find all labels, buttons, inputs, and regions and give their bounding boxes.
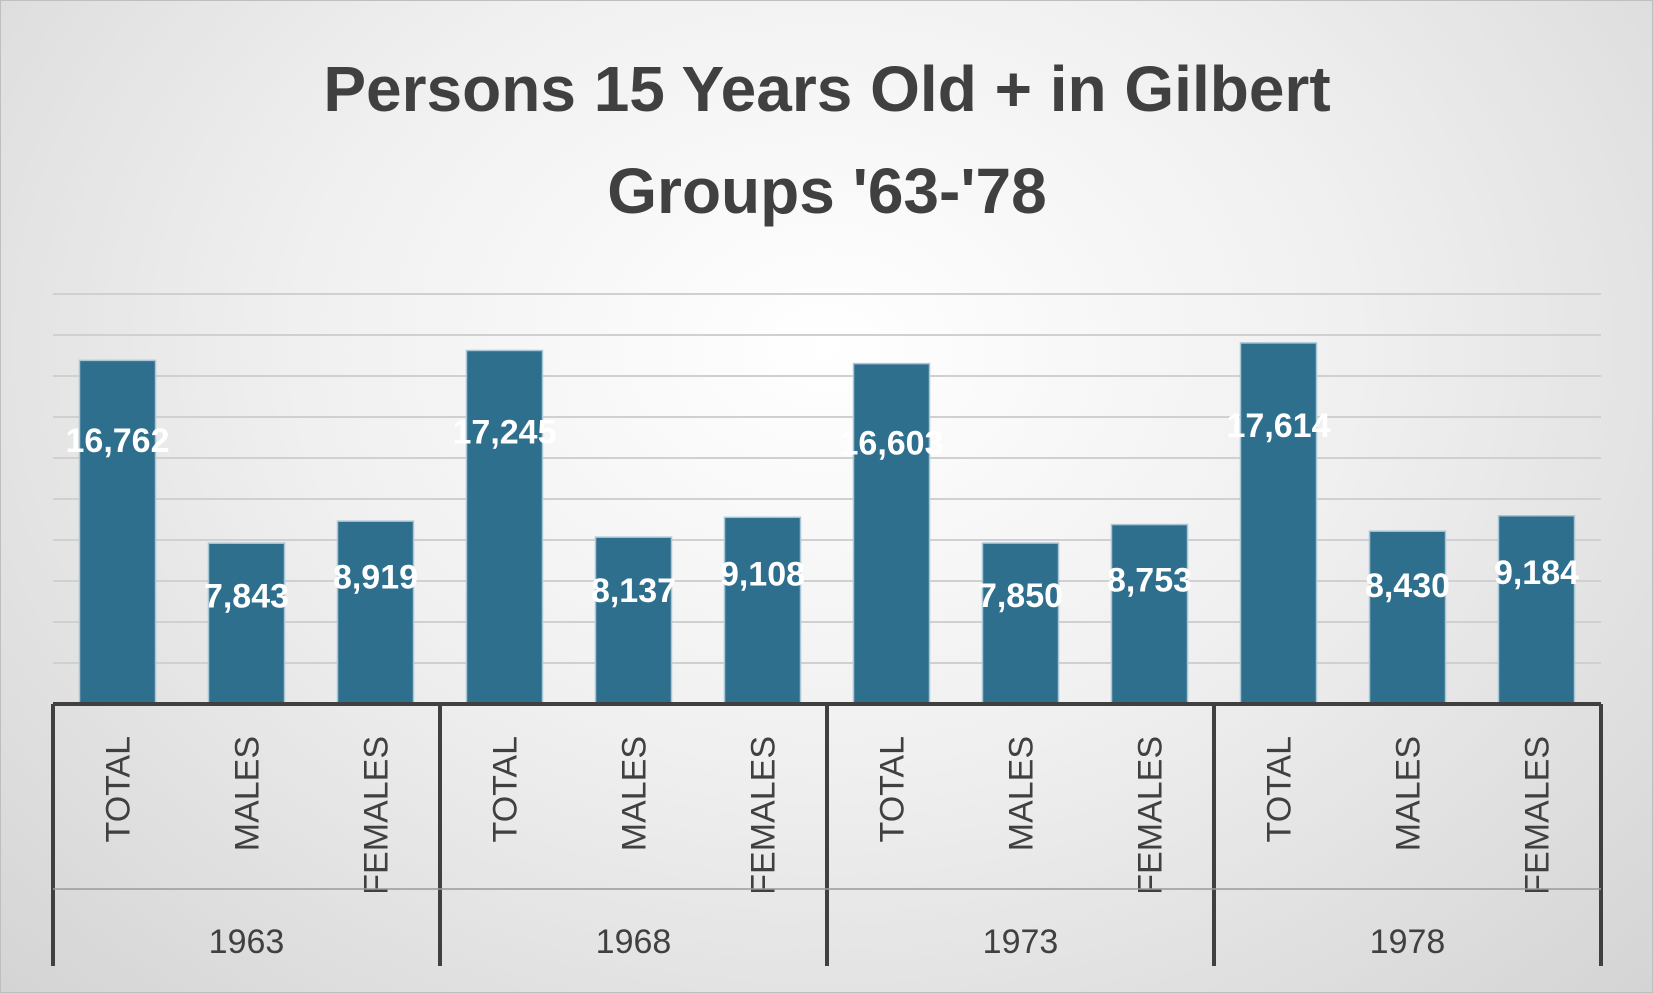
data-label: 9,184 <box>1494 554 1579 592</box>
data-label: 8,919 <box>333 559 418 597</box>
x-tick-label: MALES <box>1003 736 1041 851</box>
data-label: 9,108 <box>720 555 805 593</box>
bar <box>852 362 931 705</box>
x-tick-label: MALES <box>229 736 267 851</box>
data-label: 16,603 <box>840 425 944 463</box>
chart-title-line-1: Persons 15 Years Old + in Gilbert <box>323 53 1330 125</box>
data-label: 8,753 <box>1107 561 1192 599</box>
bar <box>1368 530 1447 705</box>
bar <box>594 536 673 705</box>
x-group-label: 1978 <box>1370 923 1446 961</box>
bar <box>1497 514 1576 705</box>
x-tick-label: MALES <box>1390 736 1428 851</box>
x-tick-label: MALES <box>616 736 654 851</box>
x-tick-label: FEMALES <box>358 736 396 895</box>
data-label: 17,614 <box>1227 407 1331 445</box>
data-label: 8,137 <box>591 572 676 610</box>
x-group-label: 1963 <box>209 923 285 961</box>
bar <box>1110 523 1189 705</box>
bar-series <box>78 342 1576 705</box>
data-label: 17,245 <box>453 414 557 452</box>
x-tick-label: FEMALES <box>745 736 783 895</box>
bar <box>336 520 415 705</box>
bar <box>465 349 544 705</box>
gridlines <box>53 293 1601 664</box>
x-tick-label: FEMALES <box>1132 736 1170 895</box>
data-label: 16,762 <box>66 422 170 460</box>
bar <box>1239 342 1318 705</box>
bar <box>723 516 802 705</box>
data-label: 7,850 <box>978 577 1063 615</box>
chart-title-line-2: Groups '63-'78 <box>607 155 1046 227</box>
x-group-label: 1973 <box>983 923 1059 961</box>
bar <box>207 542 286 705</box>
x-group-label: 1968 <box>596 923 672 961</box>
bar <box>981 542 1060 705</box>
x-tick-label: TOTAL <box>487 736 525 842</box>
x-tick-label: TOTAL <box>100 736 138 842</box>
bar <box>78 359 157 705</box>
data-label: 7,843 <box>204 577 289 615</box>
x-tick-label: FEMALES <box>1519 736 1557 895</box>
data-labels: 16,762 7,843 8,919 17,245 8,137 9,108 16,603 7,… <box>66 407 1580 615</box>
x-axis: TOTAL MALES FEMALES 1963 TOTAL MALES FEMALES 19… <box>51 702 1603 966</box>
x-tick-label: TOTAL <box>1261 736 1299 842</box>
x-tick-label: TOTAL <box>874 736 912 842</box>
data-label: 8,430 <box>1365 567 1450 605</box>
